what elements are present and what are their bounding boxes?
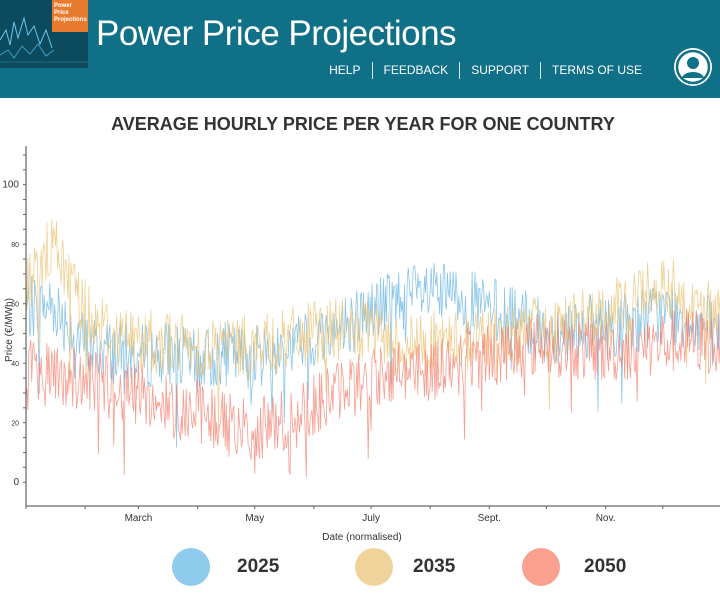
app-title: Power Price Projections <box>96 14 457 53</box>
legend-2025-swatch <box>172 548 210 586</box>
x-tick-label: March <box>125 513 153 524</box>
logo-text-line: Projections <box>54 17 87 23</box>
y-tick-label: 60 <box>11 302 19 309</box>
x-tick-label: Sept. <box>478 513 501 524</box>
legend-2035-swatch <box>355 548 393 586</box>
y-ticks: 0 20 40 60 80 100 <box>2 154 26 488</box>
y-tick-label: 100 <box>2 180 19 191</box>
x-axis-label: Date (normalised) <box>322 532 401 543</box>
logo-badge: Power Price Projections <box>52 0 88 32</box>
y-tick-label: 20 <box>11 421 19 428</box>
nav-terms-link[interactable]: TERMS OF USE <box>539 62 653 79</box>
y-tick-label: 0 <box>13 477 19 488</box>
y-tick-label: 40 <box>11 361 19 368</box>
legend-2035-label: 2035 <box>413 556 456 577</box>
legend-2025-label: 2025 <box>237 556 280 577</box>
series-layer <box>25 219 720 478</box>
chart-title: AVERAGE HOURLY PRICE PER YEAR FOR ONE CO… <box>111 114 615 134</box>
y-axis-label: Price (€/MWh) <box>4 298 15 362</box>
x-ticks: March May July Sept. Nov. <box>25 506 664 524</box>
x-tick-label: May <box>245 513 264 524</box>
x-tick-label: Nov. <box>596 513 616 524</box>
logo-chart-icon <box>0 16 88 63</box>
x-tick-label: July <box>362 513 380 524</box>
series-line-2050 <box>25 308 720 478</box>
app-header: Power Price Projections Power Price Proj… <box>0 0 720 98</box>
logo-text-line: Price <box>54 10 69 16</box>
user-circle-icon[interactable] <box>674 48 712 86</box>
y-tick-label: 80 <box>11 242 19 249</box>
nav-help-link[interactable]: HELP <box>329 63 361 77</box>
legend-2050-swatch <box>522 548 560 586</box>
nav-support-link[interactable]: SUPPORT <box>459 62 540 79</box>
nav-feedback-link[interactable]: FEEDBACK <box>371 62 460 79</box>
logo-text-line: Power <box>54 3 73 9</box>
legend-2050-label: 2050 <box>584 556 627 577</box>
top-nav: HELP FEEDBACK SUPPORT TERMS OF USE <box>318 62 653 79</box>
app-logo[interactable]: Power Price Projections <box>0 0 88 68</box>
price-line-chart: 0 20 40 60 80 100 March May July Sept. Nov. Price… <box>2 146 720 543</box>
series-line-2035 <box>25 219 720 433</box>
